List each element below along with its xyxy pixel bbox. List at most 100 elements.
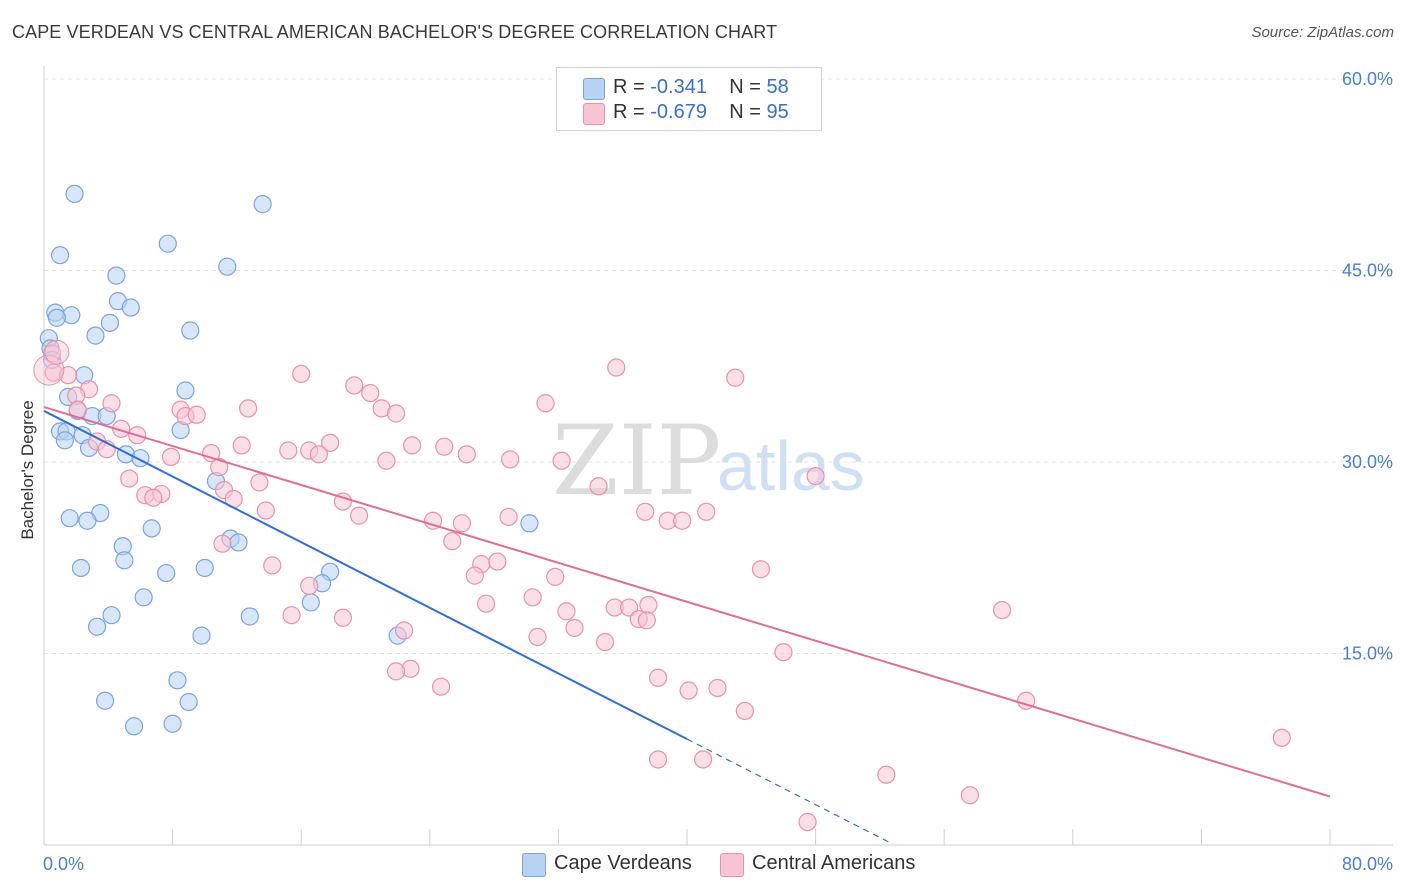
r-value: -0.679 [650, 101, 707, 123]
y-tick-label: 30.0% [1342, 452, 1393, 472]
stats-legend: R = -0.341 N = 58 R = -0.679 N = 95 [556, 67, 822, 131]
data-point-central-american [589, 477, 608, 496]
data-point-central-american [565, 618, 584, 638]
data-point-central-american [960, 786, 980, 805]
data-point-central-american [386, 404, 406, 423]
n-label: N = [729, 76, 767, 98]
data-point-central-american [735, 701, 754, 721]
trend-line-cape-verdeans-extension [686, 738, 890, 843]
data-point-cape-verdean [229, 533, 248, 552]
data-point-central-american [607, 358, 626, 377]
data-point-cape-verdean [520, 514, 539, 533]
data-point-central-american-cluster [33, 354, 65, 386]
data-point-central-american [263, 556, 282, 575]
data-point-central-american [250, 473, 269, 492]
data-point-central-american [361, 383, 380, 403]
data-point-cape-verdean [195, 558, 214, 578]
data-point-central-american [386, 662, 406, 681]
data-point-central-american [345, 376, 364, 395]
data-point-central-american [774, 643, 793, 662]
data-point-cape-verdean [168, 671, 187, 690]
swatch-pink [583, 103, 605, 125]
data-point-central-american [102, 394, 121, 413]
data-point-central-american [499, 507, 518, 526]
chart-title: CAPE VERDEAN VS CENTRAL AMERICAN BACHELO… [12, 22, 778, 42]
data-point-central-american [232, 436, 251, 455]
data-point-cape-verdean [181, 321, 200, 340]
data-point-central-american [377, 451, 396, 470]
data-point-central-american [239, 399, 258, 418]
data-point-cape-verdean [192, 626, 211, 645]
data-point-central-american [161, 447, 181, 466]
data-point-central-american [431, 677, 451, 696]
data-point-central-american [546, 567, 565, 587]
data-point-central-american [501, 450, 520, 469]
data-point-central-american [637, 611, 656, 630]
data-point-central-american [187, 405, 206, 424]
data-point-central-american [708, 678, 727, 698]
data-point-cape-verdean [100, 313, 120, 332]
data-point-cape-verdean [65, 184, 84, 203]
data-point-central-american [423, 511, 443, 530]
series-central-americans [33, 339, 1291, 832]
data-point-central-american [349, 506, 369, 525]
y-tick-label: 45.0% [1342, 261, 1393, 281]
n-value: 95 [766, 101, 789, 123]
data-point-central-american [536, 394, 555, 413]
data-point-central-american [333, 608, 353, 627]
data-point-central-american [648, 750, 668, 769]
data-point-cape-verdean [107, 266, 126, 285]
watermark-zip: ZIP [552, 405, 721, 517]
data-point-cape-verdean [47, 308, 66, 327]
data-point-cape-verdean [157, 563, 176, 583]
data-point-cape-verdean [176, 381, 195, 400]
data-point-cape-verdean [60, 509, 79, 528]
data-point-central-american [309, 445, 328, 464]
swatch-blue [583, 78, 605, 100]
data-point-central-american [636, 502, 655, 521]
data-point-cape-verdean [124, 717, 144, 736]
data-point-central-american [452, 514, 472, 533]
data-point-central-american [806, 466, 825, 486]
data-point-central-american [120, 469, 139, 488]
x-tick-labels: 0.0% 80.0% [43, 854, 1393, 874]
x-tick-label: 0.0% [43, 854, 84, 874]
data-point-cape-verdean [240, 607, 259, 626]
legend-swatch-blue [522, 853, 546, 877]
data-point-central-american [465, 566, 484, 585]
data-point-cape-verdean [142, 519, 161, 538]
data-point-cape-verdean [55, 431, 74, 450]
data-point-central-american [435, 437, 454, 456]
data-point-central-american [144, 488, 163, 507]
data-point-central-american [256, 501, 275, 520]
data-point-cape-verdean [95, 691, 115, 710]
data-point-central-american [877, 765, 896, 784]
data-point-cape-verdean [115, 551, 134, 570]
data-point-cape-verdean [163, 714, 182, 733]
trend-lines [43, 406, 1331, 843]
data-point-central-american [210, 458, 229, 477]
data-point-central-american [726, 368, 745, 387]
data-point-central-american [552, 451, 571, 470]
data-point-central-american [279, 441, 298, 460]
data-point-central-american [693, 750, 713, 769]
r-label: R = [613, 101, 651, 123]
data-point-cape-verdean [86, 326, 105, 345]
data-point-central-american [595, 632, 615, 652]
data-point-central-american [528, 627, 547, 647]
trend-line-cape-verdeans [43, 410, 688, 740]
data-point-cape-verdean [158, 234, 177, 253]
data-point-cape-verdean [218, 257, 237, 276]
legend-label: Cape Verdeans [554, 852, 692, 874]
source-label: Source: ZipAtlas.com [1251, 24, 1394, 41]
data-point-cape-verdean [301, 593, 320, 612]
data-point-central-american [523, 588, 542, 607]
data-point-central-american [282, 606, 301, 625]
data-point-central-american [648, 668, 668, 687]
r-value: -0.341 [650, 76, 707, 98]
data-point-central-american [394, 621, 414, 640]
data-point-central-american [488, 552, 507, 571]
data-point-cape-verdean [253, 195, 272, 214]
legend-label: Central Americans [752, 852, 916, 874]
